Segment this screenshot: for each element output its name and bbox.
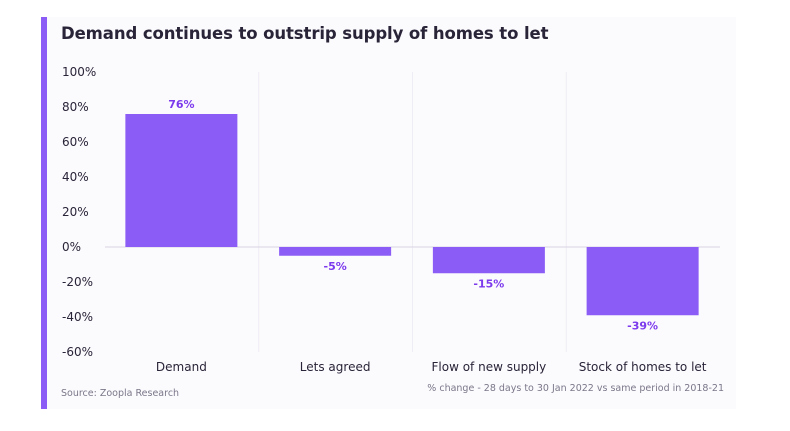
source-text: Source: Zoopla Research [61,388,180,399]
y-tick-label: 40% [62,170,89,184]
y-tick-label: 100% [62,65,96,79]
x-tick-label: Flow of new supply [432,360,547,374]
data-label: -15% [473,277,504,290]
data-label: -5% [324,260,347,273]
y-tick-label: 0% [62,240,81,254]
x-tick-label: Lets agreed [300,360,371,374]
y-tick-label: -60% [62,345,93,359]
bar [432,247,545,274]
y-tick-label: 80% [62,100,89,114]
x-tick-label: Stock of homes to let [579,360,707,374]
y-tick-label: 20% [62,205,89,219]
data-label: 76% [168,98,194,111]
footnote-text: % change - 28 days to 30 Jan 2022 vs sam… [427,383,724,394]
accent-bar [41,17,47,409]
bar [586,247,699,316]
y-tick-label: -20% [62,275,93,289]
chart-title: Demand continues to outstrip supply of h… [61,24,549,43]
data-label: -39% [627,319,658,332]
x-tick-label: Demand [156,360,207,374]
bar [125,114,238,247]
y-tick-label: -40% [62,310,93,324]
bar [279,247,392,256]
y-tick-label: 60% [62,135,89,149]
